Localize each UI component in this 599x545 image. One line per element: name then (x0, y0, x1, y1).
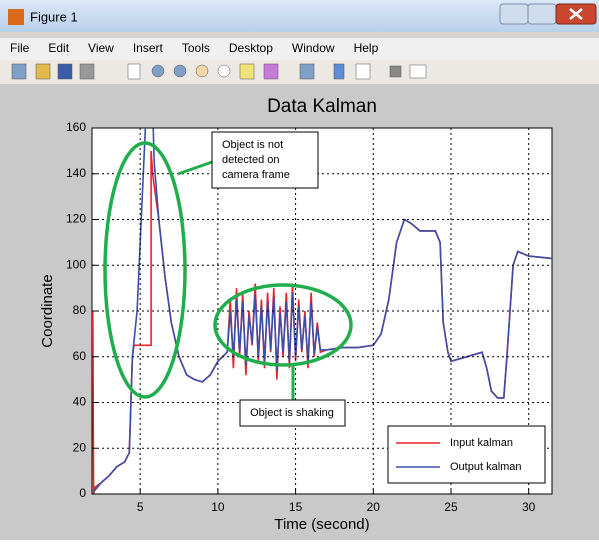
y-tick-label: 40 (73, 395, 87, 409)
x-tick-label: 20 (367, 500, 381, 514)
highlight-ellipse (103, 141, 187, 399)
title-bar (0, 0, 599, 32)
x-tick-label: 30 (522, 500, 536, 514)
tool-icon[interactable] (11, 63, 27, 80)
app-icon (8, 9, 24, 25)
window-title: Figure 1 (30, 9, 78, 24)
tool-icon[interactable] (195, 64, 209, 78)
x-tick-label: 15 (289, 500, 303, 514)
tool-icon[interactable] (355, 63, 371, 80)
menu-item[interactable]: Insert (133, 41, 164, 55)
annotation-text: camera frame (222, 169, 290, 181)
menu-item[interactable]: Window (292, 41, 335, 55)
x-tick-label: 5 (137, 500, 144, 514)
maximize-button[interactable] (527, 3, 557, 25)
tool-icon[interactable] (173, 64, 187, 78)
tool-icon[interactable] (333, 63, 345, 80)
x-axis-label: Time (second) (274, 516, 369, 533)
annotation-text: Object is not (222, 139, 283, 151)
menu-item[interactable]: View (88, 41, 114, 55)
chart-title: Data Kalman (267, 96, 377, 117)
y-tick-label: 140 (66, 166, 86, 180)
tool-icon[interactable] (79, 63, 95, 80)
tool-icon[interactable] (35, 63, 51, 80)
menu-item[interactable]: Tools (182, 41, 210, 55)
close-icon (569, 8, 583, 20)
legend-label: Input kalman (450, 437, 513, 449)
toolbar (0, 60, 599, 84)
y-tick-label: 120 (66, 212, 86, 226)
data-line (92, 128, 552, 493)
tool-icon[interactable] (239, 63, 255, 80)
y-tick-label: 20 (73, 440, 87, 454)
tool-icon[interactable] (299, 63, 315, 80)
tool-icon[interactable] (57, 63, 73, 80)
y-tick-label: 0 (79, 486, 86, 500)
menu-item[interactable]: Desktop (229, 41, 273, 55)
tool-icon[interactable] (389, 65, 402, 78)
tool-icon[interactable] (151, 64, 165, 78)
menu-item[interactable]: Edit (48, 41, 69, 55)
y-tick-label: 80 (73, 303, 87, 317)
plot-area (92, 128, 552, 494)
menu-bar (0, 38, 599, 60)
tool-icon[interactable] (127, 63, 141, 80)
y-tick-label: 160 (66, 120, 86, 134)
tool-icon[interactable] (263, 63, 279, 80)
connector (177, 160, 213, 176)
y-tick-label: 60 (73, 349, 87, 363)
highlight-ellipse (213, 283, 353, 367)
menu-item[interactable]: Help (354, 41, 379, 55)
annotation-text: Object is shaking (250, 407, 334, 419)
legend-label: Output kalman (450, 461, 522, 473)
toolbar-icons (11, 63, 427, 80)
x-tick-label: 25 (444, 500, 458, 514)
y-tick-label: 100 (66, 257, 86, 271)
menu-item[interactable]: File (10, 41, 30, 55)
y-axis-label: Coordinate (39, 274, 56, 347)
x-tick-label: 10 (211, 500, 225, 514)
minimize-button[interactable] (499, 3, 529, 25)
annotation-box (211, 131, 319, 189)
tool-icon[interactable] (217, 64, 231, 78)
tool-icon[interactable] (409, 64, 427, 79)
annotation-text: detected on (222, 154, 280, 166)
annotation-box (239, 399, 346, 427)
legend-box (387, 425, 546, 484)
